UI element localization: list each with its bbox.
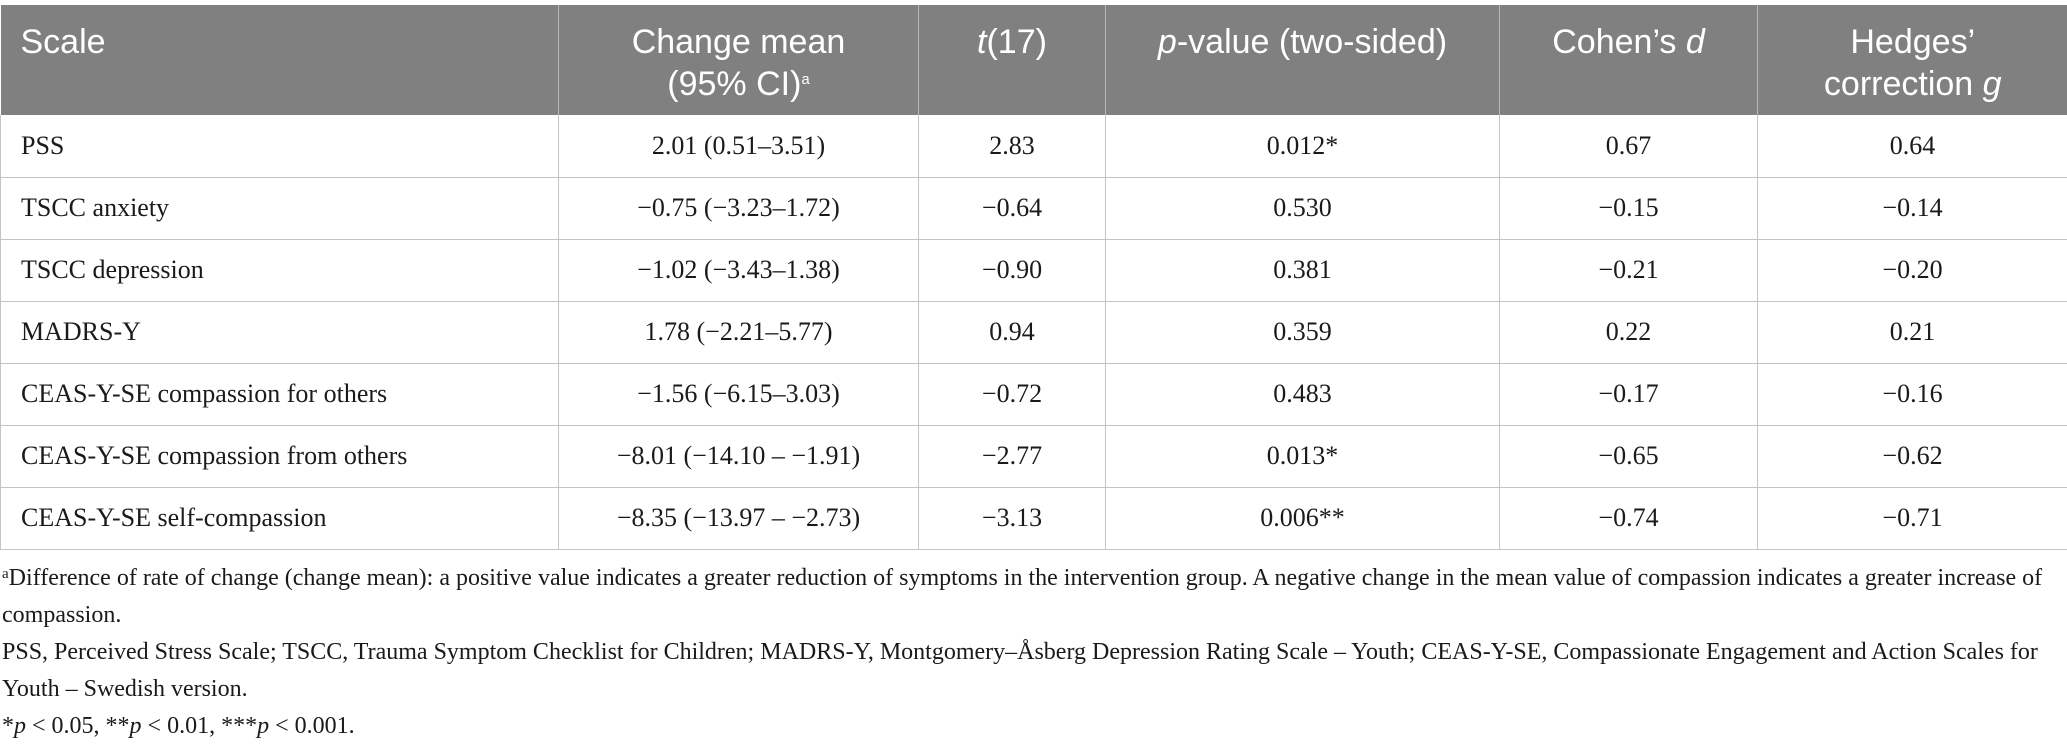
cell-cohen-d: −0.74 [1499,487,1758,550]
cell-scale: TSCC anxiety [0,177,559,240]
cell-hedges-g: −0.16 [1757,363,2067,426]
header-change-mean-line2: (95% CI) [667,65,802,103]
table-row: TSCC anxiety −0.75 (−3.23–1.72) −0.64 0.… [0,177,2067,240]
cell-p: 0.381 [1105,239,1500,302]
table-row: CEAS-Y-SE self-compassion −8.35 (−13.97 … [0,487,2067,550]
table-row: CEAS-Y-SE compassion for others −1.56 (−… [0,363,2067,426]
footnote-a-marker: a [2,565,9,582]
header-change-mean-sup: a [801,71,810,88]
cell-change-mean: −1.02 (−3.43–1.38) [558,239,919,302]
cell-scale: PSS [0,115,559,178]
cell-p: 0.013* [1105,425,1500,488]
cell-p: 0.359 [1105,301,1500,364]
table-notes: aDifference of rate of change (change me… [0,550,2067,745]
cell-change-mean: −8.01 (−14.10 – −1.91) [558,425,919,488]
sig-star-3: *** [221,712,258,739]
header-hedges-line2: correction [1823,65,1983,103]
sig-threshold-3: < 0.001. [269,712,355,739]
cell-cohen-d: 0.22 [1499,301,1758,364]
abbreviations-note: PSS, Perceived Stress Scale; TSCC, Traum… [2,638,2038,702]
cell-scale: CEAS-Y-SE compassion for others [0,363,559,426]
cell-hedges-g: 0.21 [1757,301,2067,364]
cell-p: 0.012* [1105,115,1500,178]
table-row: CEAS-Y-SE compassion from others −8.01 (… [0,425,2067,488]
cell-change-mean: −1.56 (−6.15–3.03) [558,363,919,426]
cell-change-mean: 2.01 (0.51–3.51) [558,115,919,178]
header-cohen-text: Cohen’s [1552,23,1686,61]
table-row: MADRS-Y 1.78 (−2.21–5.77) 0.94 0.359 0.2… [0,301,2067,364]
header-p-rest: -value (two-sided) [1176,23,1448,61]
cell-change-mean: −8.35 (−13.97 – −2.73) [558,487,919,550]
cell-hedges-g: −0.20 [1757,239,2067,302]
header-hedges-italic: g [1982,65,2002,103]
header-p-italic: p [1157,23,1177,61]
cell-t: −2.77 [918,425,1106,488]
cell-scale: MADRS-Y [0,301,559,364]
cell-scale: CEAS-Y-SE self-compassion [0,487,559,550]
table-row: PSS 2.01 (0.51–3.51) 2.83 0.012* 0.67 0.… [0,115,2067,178]
header-change-mean: Change mean (95% CI)a [558,5,919,115]
sig-star-2: ** [105,712,130,739]
cell-scale: TSCC depression [0,239,559,302]
cell-hedges-g: 0.64 [1757,115,2067,178]
cell-cohen-d: −0.21 [1499,239,1758,302]
cell-p: 0.530 [1105,177,1500,240]
cell-p: 0.483 [1105,363,1500,426]
cell-change-mean: −0.75 (−3.23–1.72) [558,177,919,240]
sig-threshold-2: < 0.01, [141,712,222,739]
results-table: Scale Change mean (95% CI)a t(17) p-valu… [0,5,2067,550]
cell-scale: CEAS-Y-SE compassion from others [0,425,559,488]
header-cohen-d: Cohen’s d [1499,5,1758,115]
cell-hedges-g: −0.62 [1757,425,2067,488]
header-hedges-g: Hedges’ correction g [1757,5,2067,115]
cell-hedges-g: −0.14 [1757,177,2067,240]
sig-p-3: p [257,712,270,739]
cell-cohen-d: −0.17 [1499,363,1758,426]
header-t-rest: (17) [986,23,1047,61]
cell-t: −0.64 [918,177,1106,240]
cell-cohen-d: −0.15 [1499,177,1758,240]
sig-p-1: p [14,712,26,739]
cell-cohen-d: −0.65 [1499,425,1758,488]
sig-star-1: * [2,712,14,739]
cell-t: −0.90 [918,239,1106,302]
header-p-value: p-value (two-sided) [1105,5,1500,115]
footnote-a: aDifference of rate of change (change me… [2,560,2047,634]
significance-note: *p < 0.05, **p < 0.01, ***p < 0.001. [2,708,2047,745]
cell-t: −3.13 [918,487,1106,550]
sig-p-2: p [129,712,142,739]
table-header-row: Scale Change mean (95% CI)a t(17) p-valu… [0,5,2067,115]
cell-t: 2.83 [918,115,1106,178]
cell-t: −0.72 [918,363,1106,426]
header-hedges-line1: Hedges’ [1850,23,1976,61]
cell-t: 0.94 [918,301,1106,364]
cell-change-mean: 1.78 (−2.21–5.77) [558,301,919,364]
cell-cohen-d: 0.67 [1499,115,1758,178]
header-scale: Scale [0,5,559,115]
header-t: t(17) [918,5,1106,115]
header-t-italic: t [977,23,987,61]
header-change-mean-line1: Change mean [631,23,846,61]
table-row: TSCC depression −1.02 (−3.43–1.38) −0.90… [0,239,2067,302]
footnote-a-text: Difference of rate of change (change mea… [2,564,2043,628]
header-scale-label: Scale [20,23,106,61]
cell-hedges-g: −0.71 [1757,487,2067,550]
sig-threshold-1: < 0.05, [26,712,106,739]
header-cohen-italic: d [1685,23,1705,61]
cell-p: 0.006** [1105,487,1500,550]
